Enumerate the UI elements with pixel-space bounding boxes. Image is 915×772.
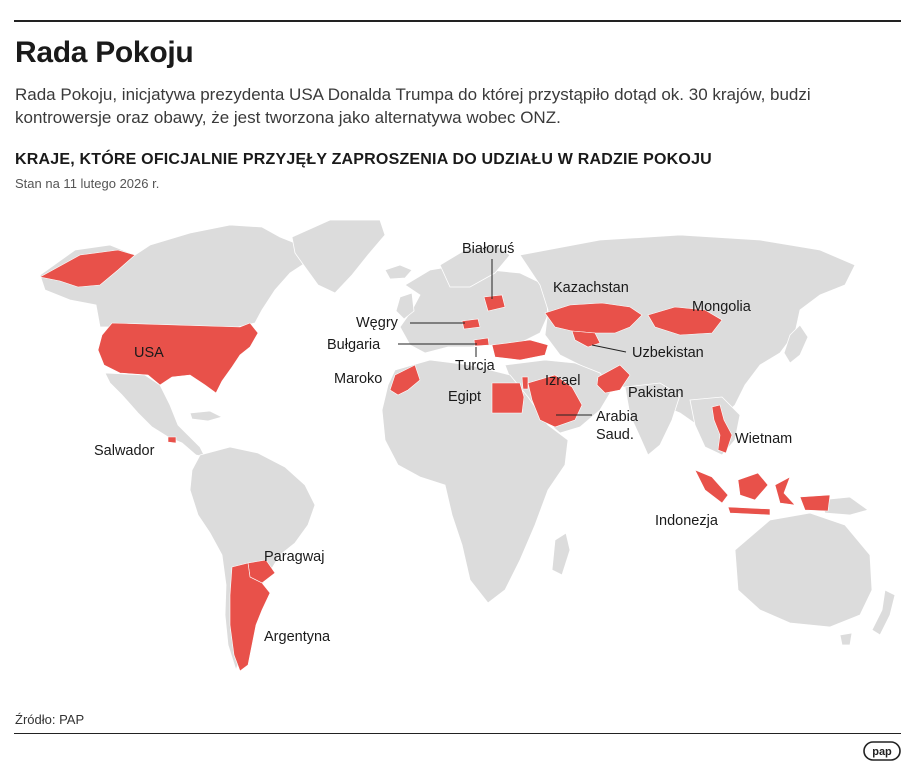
indonezja-sulawesi	[774, 476, 796, 506]
indonezja-borneo	[737, 472, 769, 501]
country-kazachstan[interactable]	[544, 302, 643, 334]
source-note: Źródło: PAP	[15, 712, 85, 727]
label-paragwaj: Paragwaj	[264, 549, 324, 565]
country-labels: USA Salwador Paragwaj Argentyna Białoruś…	[94, 241, 792, 645]
country-bialorus[interactable]	[483, 294, 506, 312]
label-indonezja: Indonezja	[655, 513, 719, 529]
lead-text: Rada Pokoju, inicjatywa prezydenta USA D…	[15, 85, 811, 127]
country-indonezja[interactable]	[694, 469, 831, 516]
land-australia	[734, 512, 873, 628]
indonezja-sumatra	[694, 469, 729, 504]
label-uzbekistan: Uzbekistan	[632, 345, 704, 361]
land-greenland	[291, 219, 386, 294]
country-izrael[interactable]	[521, 376, 529, 390]
label-wegry: Węgry	[356, 315, 399, 331]
label-bulgaria: Bułgaria	[327, 337, 381, 353]
svg-text:pap: pap	[872, 746, 892, 758]
label-izrael: Izrael	[545, 373, 580, 389]
land-japan	[783, 324, 809, 364]
country-maroko[interactable]	[389, 364, 421, 396]
label-salwador: Salwador	[94, 443, 155, 459]
indonezja-papua	[799, 494, 831, 512]
country-turcja[interactable]	[491, 339, 549, 361]
country-egipt[interactable]	[491, 382, 525, 414]
label-argentyna: Argentyna	[264, 629, 331, 645]
label-egipt: Egipt	[448, 389, 481, 405]
status-date: Stan na 11 lutego 2026 r.	[15, 176, 160, 191]
label-usa: USA	[134, 345, 164, 361]
bottom-rule	[14, 733, 901, 734]
label-turcja: Turcja	[455, 358, 496, 374]
pap-logo: pap	[863, 741, 901, 761]
leader-lines	[398, 259, 627, 416]
world-map: USA Salwador Paragwaj Argentyna Białoruś…	[39, 219, 896, 672]
land-scandinavia	[439, 244, 511, 288]
country-mongolia[interactable]	[647, 306, 723, 336]
land-british-isles	[395, 292, 415, 320]
top-rule	[14, 20, 901, 22]
leader-uzbekistan	[591, 344, 627, 353]
label-maroko: Maroko	[334, 371, 382, 387]
country-salvador[interactable]	[167, 436, 177, 444]
country-pakistan[interactable]	[596, 364, 631, 394]
land-canada	[39, 224, 311, 328]
indonezja-java	[727, 506, 771, 516]
label-arabia-1: Arabia	[596, 409, 639, 425]
country-wegry[interactable]	[461, 318, 481, 330]
label-kazachstan: Kazachstan	[553, 280, 629, 296]
country-arabia-saud[interactable]	[527, 374, 583, 428]
country-alaska[interactable]	[39, 249, 136, 288]
label-pakistan: Pakistan	[628, 385, 684, 401]
country-wietnam[interactable]	[711, 404, 733, 454]
land-madagascar	[551, 532, 571, 576]
land-caribbean	[189, 410, 224, 422]
land-new-zealand	[871, 589, 896, 636]
land-tasmania	[839, 632, 853, 646]
country-argentyna[interactable]	[229, 562, 271, 672]
land-iceland	[384, 264, 413, 280]
label-arabia-2: Saud.	[596, 427, 634, 443]
label-bialorus: Białoruś	[462, 241, 514, 257]
country-usa[interactable]	[97, 322, 259, 394]
land-india	[624, 382, 681, 456]
member-countries	[39, 249, 831, 672]
map-subtitle: KRAJE, KTÓRE OFICJALNIE PRZYJĘŁY ZAPROSZ…	[15, 151, 712, 168]
page-title: Rada Pokoju	[15, 36, 194, 69]
label-wietnam: Wietnam	[735, 431, 792, 447]
label-mongolia: Mongolia	[692, 299, 752, 315]
